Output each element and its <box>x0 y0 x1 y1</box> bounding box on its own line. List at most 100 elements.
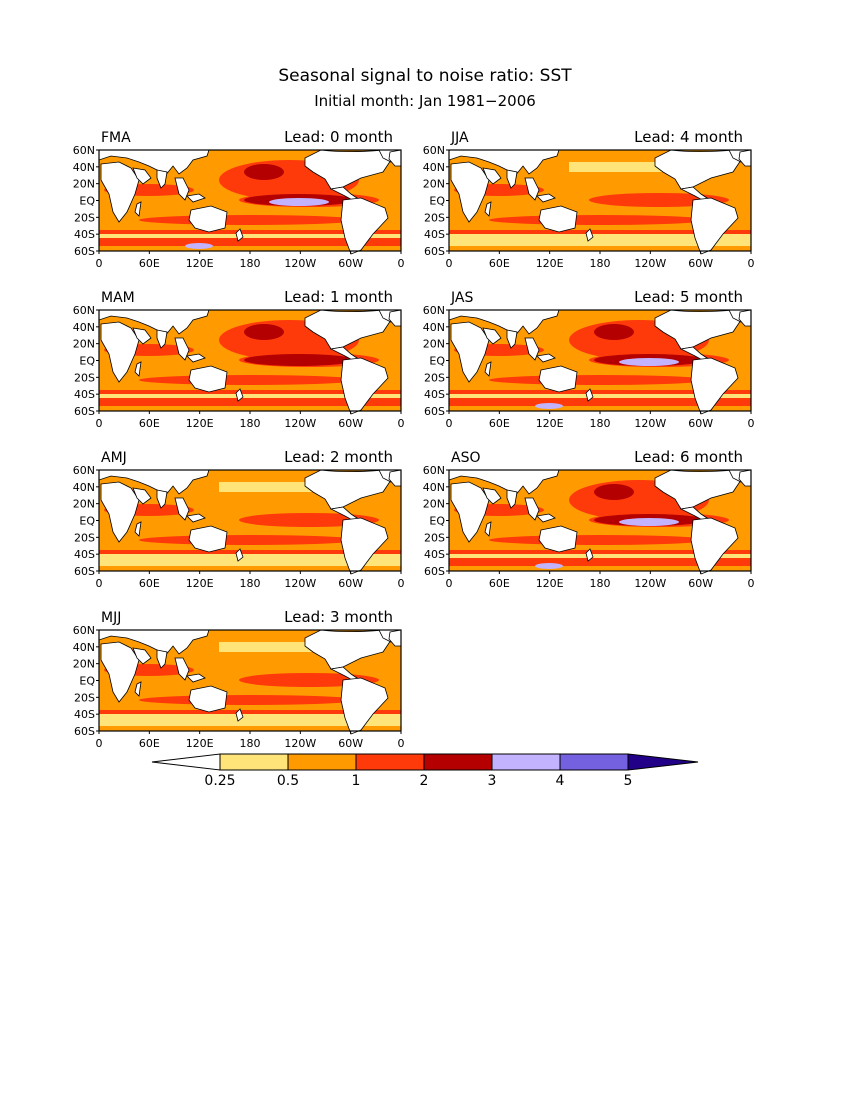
lon-tick-label: 180 <box>240 417 261 430</box>
lat-tick-label: 60S <box>424 245 445 258</box>
lat-tick-label: 60S <box>74 245 95 258</box>
lat-tick-label: 40S <box>74 228 95 241</box>
lon-tick-label: 60W <box>338 257 363 270</box>
lat-tick-label: 60N <box>73 144 95 157</box>
lon-tick-label: 180 <box>240 257 261 270</box>
lon-tick-label: 180 <box>240 737 261 750</box>
lon-tick-label: 60E <box>139 257 160 270</box>
lon-tick-label: 60E <box>139 577 160 590</box>
lon-tick-label: 60W <box>338 577 363 590</box>
lat-tick-label: EQ <box>429 515 445 528</box>
lon-tick-label: 120E <box>186 417 214 430</box>
map-field <box>448 149 752 255</box>
lat-tick-label: 60N <box>423 304 445 317</box>
lat-tick-label: 40S <box>74 548 95 561</box>
colorbar-segment <box>423 753 493 771</box>
lon-tick-label: 120E <box>536 417 564 430</box>
lat-tick-label: 20S <box>424 371 445 384</box>
lon-tick-label: 0 <box>96 577 103 590</box>
lat-tick-label: 40S <box>424 388 445 401</box>
lat-tick-label: 60S <box>74 725 95 738</box>
lat-tick-label: EQ <box>79 355 95 368</box>
panel-lead-label: Lead: 2 month <box>284 448 393 466</box>
colorbar-segment <box>559 753 629 771</box>
lat-tick-label: EQ <box>79 675 95 688</box>
lon-tick-label: 120E <box>536 577 564 590</box>
panel-season-label: ASO <box>451 450 480 466</box>
lat-tick-label: 40N <box>423 481 445 494</box>
lat-tick-label: 40N <box>73 161 95 174</box>
lat-tick-label: 20N <box>73 498 95 511</box>
map-field <box>448 469 752 575</box>
panel-lead-label: Lead: 0 month <box>284 128 393 146</box>
lon-tick-label: 0 <box>398 417 405 430</box>
lat-tick-label: 20N <box>423 498 445 511</box>
lon-tick-label: 60W <box>688 257 713 270</box>
lat-tick-label: 40N <box>423 161 445 174</box>
colorbar-label: 2 <box>420 773 429 789</box>
panel-season-label: MJJ <box>101 610 121 626</box>
lon-tick-label: 120E <box>186 577 214 590</box>
colorbar-label: 0.5 <box>277 773 299 789</box>
lat-tick-label: 60S <box>424 565 445 578</box>
lon-tick-label: 0 <box>398 737 405 750</box>
lon-tick-label: 180 <box>590 257 611 270</box>
lat-tick-label: EQ <box>79 515 95 528</box>
panel-lead-label: Lead: 1 month <box>284 288 393 306</box>
lat-tick-label: EQ <box>79 195 95 208</box>
colorbar-label: 0.25 <box>204 773 235 789</box>
colorbar-label: 1 <box>352 773 361 789</box>
colorbar-high-arrow <box>627 753 699 771</box>
lon-tick-label: 120W <box>634 417 666 430</box>
lat-tick-label: 60N <box>73 464 95 477</box>
colorbar-label: 4 <box>556 773 565 789</box>
panel-season-label: FMA <box>101 130 131 146</box>
lon-tick-label: 60W <box>338 737 363 750</box>
lat-tick-label: 20N <box>73 178 95 191</box>
lat-tick-label: 20N <box>423 178 445 191</box>
lon-tick-label: 0 <box>446 417 453 430</box>
lon-tick-label: 180 <box>590 417 611 430</box>
lat-tick-label: 60N <box>73 304 95 317</box>
lat-tick-label: 40S <box>424 228 445 241</box>
lat-tick-label: 40S <box>74 388 95 401</box>
lon-tick-label: 120E <box>186 257 214 270</box>
map-field <box>98 149 402 255</box>
colorbar-segment <box>287 753 357 771</box>
colorbar-segment <box>219 753 289 771</box>
lon-tick-label: 120W <box>284 257 316 270</box>
lat-tick-label: 20S <box>74 371 95 384</box>
colorbar-segment <box>355 753 425 771</box>
lon-tick-label: 120E <box>186 737 214 750</box>
lat-tick-label: 60N <box>423 144 445 157</box>
panel-season-label: AMJ <box>101 450 127 466</box>
lat-tick-label: 20S <box>424 531 445 544</box>
map-field <box>448 309 752 415</box>
lon-tick-label: 60W <box>688 577 713 590</box>
lon-tick-label: 0 <box>748 577 755 590</box>
lon-tick-label: 0 <box>96 257 103 270</box>
lat-tick-label: 20N <box>73 658 95 671</box>
panel-lead-label: Lead: 5 month <box>634 288 743 306</box>
colorbar-label: 3 <box>488 773 497 789</box>
map-field <box>98 469 402 575</box>
lat-tick-label: 40S <box>424 548 445 561</box>
lon-tick-label: 60E <box>139 417 160 430</box>
lat-tick-label: 40N <box>73 481 95 494</box>
lon-tick-label: 120W <box>284 737 316 750</box>
lon-tick-label: 60E <box>489 577 510 590</box>
figure-title: Seasonal signal to noise ratio: SST <box>278 66 572 86</box>
lon-tick-label: 0 <box>446 257 453 270</box>
lat-tick-label: 20S <box>74 691 95 704</box>
lon-tick-label: 120E <box>536 257 564 270</box>
lat-tick-label: 60S <box>74 405 95 418</box>
lat-tick-label: 40N <box>423 321 445 334</box>
lon-tick-label: 0 <box>398 577 405 590</box>
lat-tick-label: 20S <box>74 531 95 544</box>
